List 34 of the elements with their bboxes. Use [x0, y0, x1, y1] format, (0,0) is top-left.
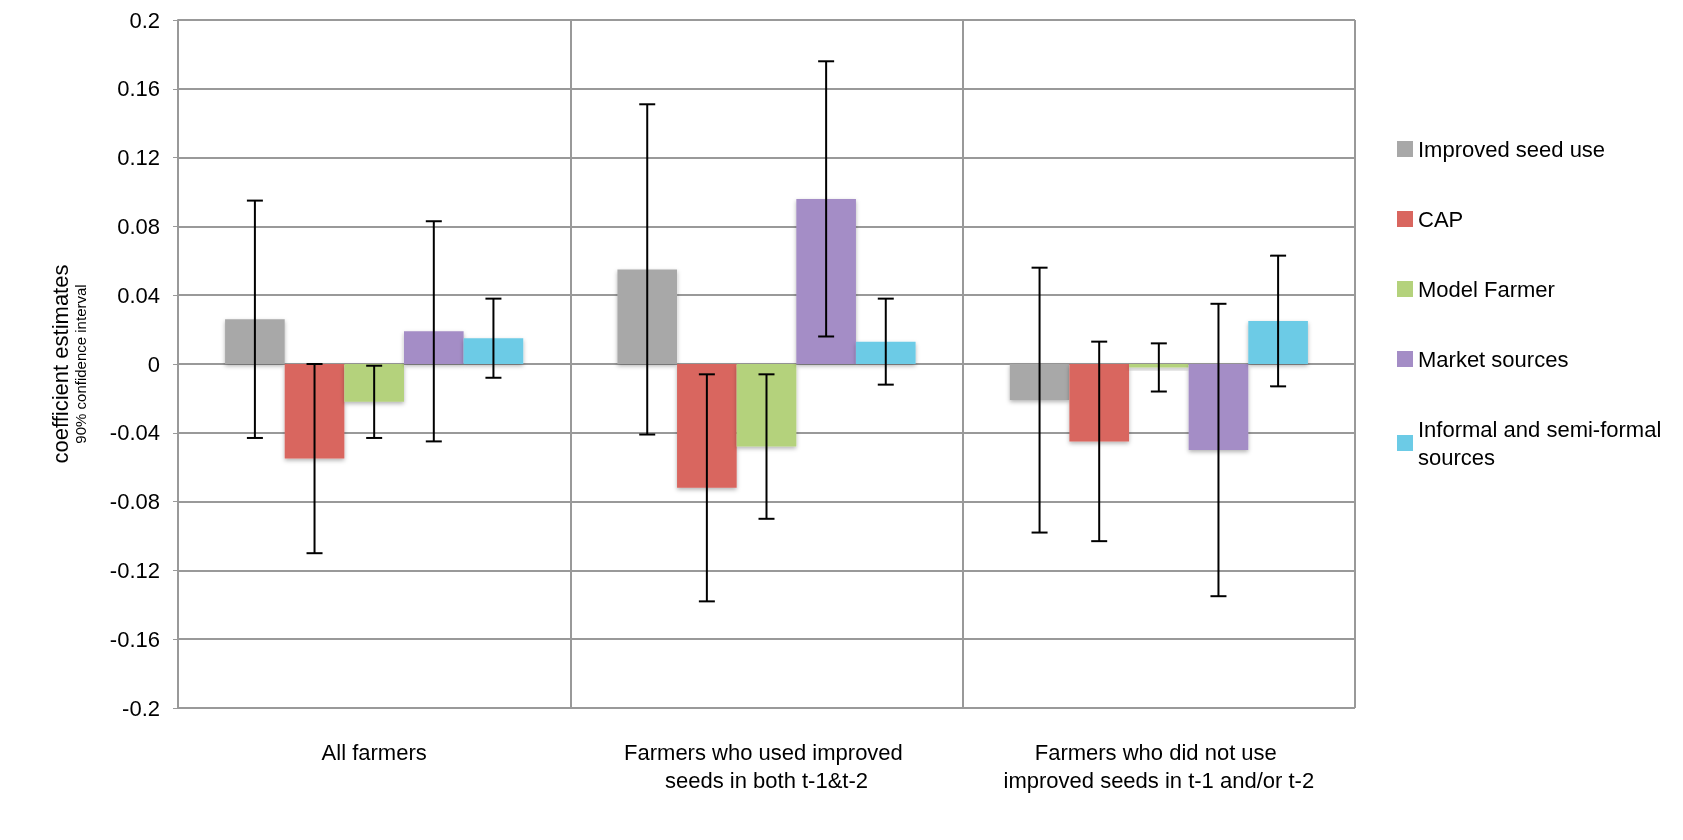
legend-label: Informal and semi-formal sources	[1418, 416, 1668, 470]
bar	[403, 331, 464, 364]
y-tick-label: 0.16	[117, 76, 160, 102]
x-tick-label: Farmers who used improved seeds in both t-1&t-2	[624, 739, 909, 793]
bar	[225, 319, 285, 364]
y-tick-label: -0.08	[109, 489, 160, 515]
legend-label: CAP	[1418, 206, 1464, 232]
bar	[284, 364, 345, 459]
legend-label: Market sources	[1418, 346, 1569, 372]
bar	[796, 198, 856, 364]
legend-label: Improved seed use	[1418, 136, 1606, 162]
bar	[855, 341, 916, 364]
y-tick-label: 0.08	[117, 213, 160, 239]
x-tick-label: Farmers who did not use improved seeds in t-1 and/or t-2	[1003, 739, 1315, 793]
x-tick-label: All farmers	[321, 739, 427, 765]
bar	[617, 269, 678, 364]
bar	[677, 364, 737, 488]
y-tick-label: 0.04	[117, 282, 160, 308]
bar	[1188, 364, 1249, 450]
y-tick-label: -0.12	[109, 557, 160, 583]
bar	[463, 338, 524, 364]
y-tick-label: 0	[147, 351, 160, 377]
y-axis-title: coefficient estimates 90% confidence interval	[47, 264, 89, 464]
bar	[1009, 364, 1070, 401]
legend-label: Model Farmer	[1418, 276, 1555, 302]
bar	[344, 364, 404, 402]
y-tick-label: -0.2	[122, 695, 160, 721]
y-tick-label: 0.2	[129, 7, 160, 33]
bar	[1069, 364, 1130, 442]
y-tick-label: -0.16	[109, 626, 160, 652]
y-tick-label: 0.12	[117, 145, 160, 171]
bar	[736, 364, 797, 447]
bar	[1248, 321, 1308, 364]
y-tick-label: -0.04	[109, 420, 160, 446]
